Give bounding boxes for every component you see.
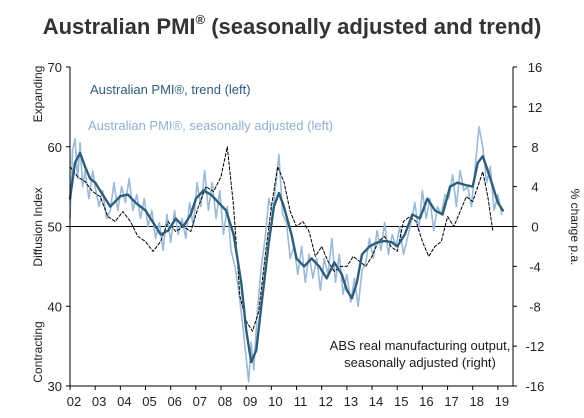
trend-series-layer [68, 151, 505, 364]
x-tick-label: 07 [193, 394, 207, 409]
chart-title-registered-mark: ® [195, 12, 206, 27]
y-right-tick-label: 8 [531, 140, 538, 155]
x-tick-label: 16 [419, 394, 433, 409]
x-tick-label: 02 [67, 394, 81, 409]
y-right-tick-label: 16 [528, 60, 542, 75]
x-tick-label: 14 [369, 394, 383, 409]
y-right-tick-label: -16 [526, 379, 545, 394]
x-tick-label: 06 [167, 394, 181, 409]
y-right-tick-label: -4 [529, 259, 541, 274]
abs-series-label-line2: seasonally adjusted (right) [344, 355, 496, 370]
chart-title-suffix: (seasonally adjusted and trend) [205, 14, 542, 39]
trend-series-label: Australian PMI®, trend (left) [90, 82, 251, 97]
x-tick-label: 10 [268, 394, 282, 409]
abs-series-line [69, 146, 494, 332]
chart-title: Australian PMI® (seasonally adjusted and… [0, 12, 584, 40]
sa-series-line [69, 126, 503, 383]
y-left-tick-label: 30 [48, 379, 62, 394]
x-tick-label: 17 [444, 394, 458, 409]
x-tick-label: 03 [92, 394, 106, 409]
x-tick-label: 15 [394, 394, 408, 409]
y-right-tick-label: 4 [531, 180, 538, 195]
x-tick-label: 04 [117, 394, 131, 409]
x-tick-label: 08 [218, 394, 232, 409]
x-tick-label: 18 [469, 394, 483, 409]
y-right-tick-label: 0 [531, 220, 538, 235]
x-tick-label: 13 [344, 394, 358, 409]
x-tick-label: 05 [142, 394, 156, 409]
abs-series-label-line1: ABS real manufacturing output, [330, 338, 511, 353]
sa-series-label: Australian PMI®, seasonally adjusted (le… [88, 118, 333, 133]
y-left-axis-title: Diffusion Index [31, 187, 45, 266]
y-left-tick-label: 40 [48, 299, 62, 314]
x-tick-label: 12 [318, 394, 332, 409]
chart-title-main: Australian PMI [42, 14, 196, 39]
x-tick-label: 09 [243, 394, 257, 409]
y-right-tick-label: -8 [529, 299, 541, 314]
y-left-contracting-label: Contracting [31, 321, 45, 382]
sa-series-layer [69, 126, 503, 383]
y-right-axis-title: % change p.a. [568, 189, 582, 266]
y-left-expanding-label: Expanding [31, 66, 45, 123]
abs-series-layer [69, 146, 494, 332]
y-left-tick-label: 60 [48, 140, 62, 155]
y-left-tick-label: 70 [48, 60, 62, 75]
trend-series-line [68, 151, 505, 364]
x-tick-label: 11 [294, 394, 308, 409]
x-tick-label: 19 [495, 394, 509, 409]
y-right-tick-label: 12 [528, 100, 542, 115]
y-right-tick-label: -12 [526, 339, 545, 354]
y-left-tick-label: 50 [48, 220, 62, 235]
